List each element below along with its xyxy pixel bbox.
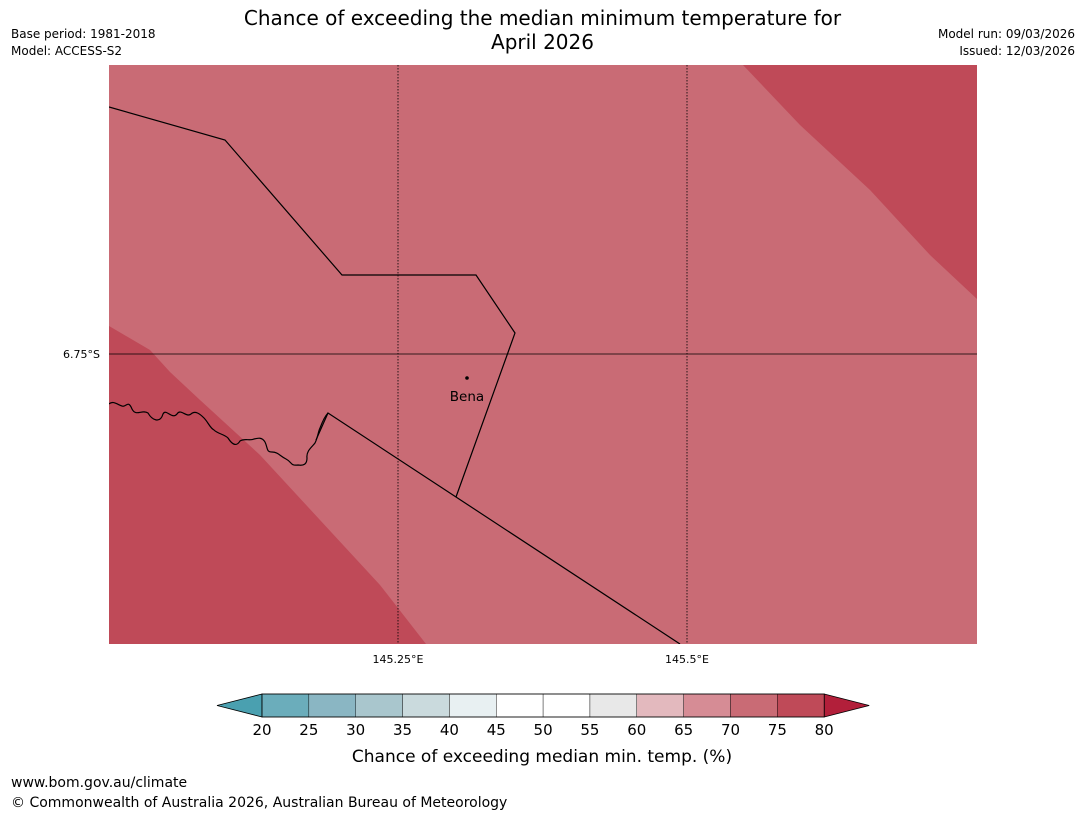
colorbar-segment xyxy=(636,693,684,718)
footer-url: www.bom.gov.au/climate xyxy=(11,775,188,791)
base-period: Base period: 1981-2018 xyxy=(11,27,156,41)
colorbar-tick-label: 50 xyxy=(534,721,553,739)
colorbar-extend-high xyxy=(823,693,870,718)
boundary-line-north xyxy=(109,106,516,498)
issued-date: Issued: 12/03/2026 xyxy=(959,44,1075,58)
colorbar-tick-label: 60 xyxy=(627,721,646,739)
colorbar-segment xyxy=(683,693,731,718)
model-run: Model run: 09/03/2026 xyxy=(937,27,1075,41)
colorbar-tick-label: 65 xyxy=(674,721,693,739)
lon-label-145-25: 145.25°E xyxy=(373,653,424,666)
probability-band-75-80-southwest xyxy=(109,326,426,644)
boundary-line-south xyxy=(315,412,681,644)
colorbar-segment xyxy=(261,693,310,718)
meta-left: Base period: 1981-2018 Model: ACCESS-S2 xyxy=(11,26,156,60)
colorbar-segment xyxy=(542,693,591,718)
colorbar-segment xyxy=(449,693,497,718)
colorbar-tick-label: 35 xyxy=(393,721,412,739)
graticule xyxy=(109,65,977,644)
lon-label-145-5: 145.5°E xyxy=(665,653,709,666)
bena-location-marker xyxy=(465,376,469,380)
lat-label: 6.75°S xyxy=(63,348,100,361)
title-line-2: April 2026 xyxy=(491,30,594,54)
colorbar-tick-label: 80 xyxy=(815,721,834,739)
colorbar: 20 25 30 35 40 45 50 55 60 65 70 75 80 xyxy=(216,693,870,739)
colorbar-segment xyxy=(777,693,825,718)
place-label-bena: Bena xyxy=(450,389,484,405)
colorbar-extend-low xyxy=(216,693,263,718)
colorbar-segment xyxy=(308,693,356,718)
meta-right: Model run: 09/03/2026 Issued: 12/03/2026 xyxy=(938,26,1075,60)
colorbar-label: Chance of exceeding median min. temp. (%… xyxy=(352,747,732,767)
probability-band-75-80-northeast xyxy=(743,65,977,299)
colorbar-tick-label: 45 xyxy=(487,721,506,739)
colorbar-tick-label: 40 xyxy=(440,721,459,739)
colorbar-tick-label: 55 xyxy=(580,721,599,739)
colorbar-segment xyxy=(402,693,450,718)
colorbar-tick-label: 20 xyxy=(252,721,271,739)
river-line xyxy=(109,401,329,466)
model-name: Model: ACCESS-S2 xyxy=(11,44,123,58)
colorbar-outline xyxy=(261,693,825,718)
colorbar-tick-label: 30 xyxy=(346,721,365,739)
colorbar-tick-label: 75 xyxy=(768,721,787,739)
page-title: Chance of exceeding the median minimum t… xyxy=(200,6,885,54)
colorbar-tick-label: 25 xyxy=(299,721,318,739)
title-line-1: Chance of exceeding the median minimum t… xyxy=(243,6,842,30)
colorbar-segment xyxy=(355,693,403,718)
colorbar-segment xyxy=(589,693,638,718)
colorbar-tick-label: 70 xyxy=(721,721,740,739)
footer-copyright: © Commonwealth of Australia 2026, Austra… xyxy=(11,795,508,811)
colorbar-segment xyxy=(496,693,544,718)
colorbar-segment xyxy=(730,693,778,718)
province-boundaries xyxy=(109,106,681,644)
